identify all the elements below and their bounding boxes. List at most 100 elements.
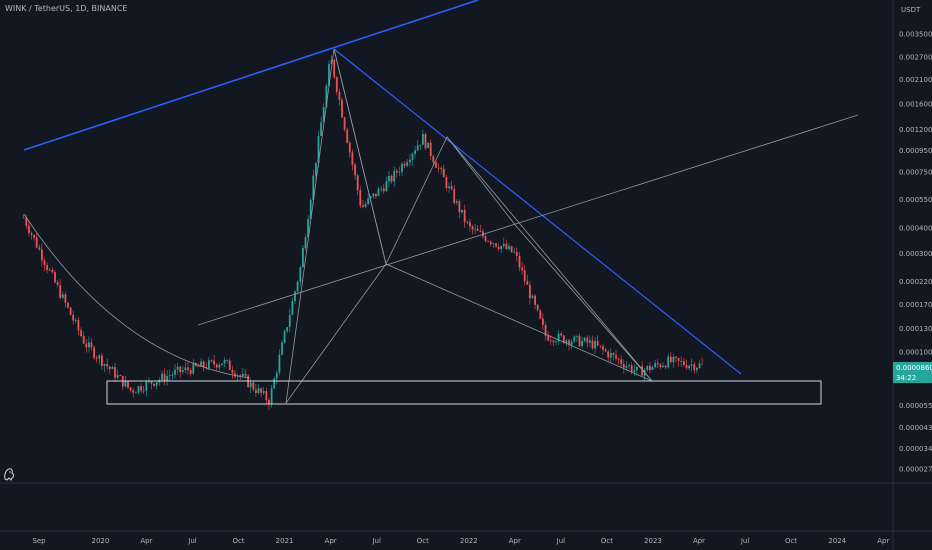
ascending-guide-line[interactable] [197,114,859,326]
curved-arc[interactable] [23,213,251,379]
candle-body [312,175,315,200]
pattern-leg-a[interactable] [333,48,387,265]
candle-body [617,358,620,360]
candle-body [549,340,552,342]
candle-body [641,366,643,376]
candle-body [492,243,495,245]
interval-label[interactable]: 1D [75,4,87,13]
symbol-header[interactable]: WINK / TetherUS, 1D, BINANCE [5,4,127,13]
candle-body [526,281,529,285]
candle-body [351,152,354,165]
candle-body [701,363,703,365]
candle-body [435,162,437,168]
last-price-value: 0.0000860 [896,364,932,372]
candle-body [208,360,210,369]
candle-body [377,188,380,197]
candle-body [127,381,129,388]
candle-body [513,251,516,253]
candle-body [547,336,550,341]
candle-body [529,284,531,299]
candle-body [429,142,432,157]
candle-body [338,92,341,100]
candle-body [93,347,95,358]
tradingview-logo-icon[interactable] [2,464,16,482]
candle-body [380,188,383,190]
candle-body [455,201,458,203]
candle-body [609,353,612,358]
time-tick-label: Oct [232,537,244,545]
candle-body [696,367,698,371]
pattern-leg-d[interactable] [446,136,653,382]
candle-body [346,129,349,143]
candle-body [51,270,54,273]
zigzag-pattern[interactable] [285,48,653,404]
candle-body [257,388,260,393]
candle-body [409,159,411,163]
candle-body [333,59,336,78]
drawings-layer[interactable] [23,0,859,405]
time-axis[interactable]: Sep 2020 Apr Jul Oct 2021 Apr Jul Oct 2022 Apr Jul O… [32,537,889,545]
candle-body [48,269,51,271]
candle-body [359,190,362,206]
candle-body [22,217,25,219]
candle-body [231,370,234,374]
candle-body [502,243,505,246]
candle-body [568,340,570,345]
candle-body [260,388,262,393]
symbol-name[interactable]: WINK / TetherUS [5,4,71,13]
candle-body [197,365,200,367]
candle-body [241,374,244,376]
candle-body [476,228,479,231]
candle-body [604,349,607,352]
upper-trendline[interactable] [23,0,479,151]
candle-body [322,107,325,123]
candle-body [536,304,539,311]
candle-body [234,373,236,377]
candle-body [41,249,43,261]
candle-body [442,168,445,178]
candle-body [698,363,701,368]
descending-trendline[interactable] [333,48,742,375]
candle-body [135,392,137,394]
candle-body [403,163,406,166]
candle-body [343,117,346,130]
last-price-tag: 0.0000860 34:22 [893,362,932,383]
candle-body [573,336,576,342]
bar-countdown: 34:22 [896,374,917,382]
candle-body [683,361,685,366]
candle-body [622,364,625,368]
candle-body [664,365,667,368]
pattern-leg-c[interactable] [385,263,653,382]
candle-body [90,342,93,348]
candle-body [364,204,367,207]
candle-body [223,360,226,364]
candle-body [427,142,429,149]
candle-body [414,150,416,154]
candle-body [98,355,101,359]
candle-body [521,267,523,271]
candle-body [317,136,320,163]
candle-body [448,186,450,188]
candle-body [419,144,422,146]
candle-body [129,387,132,391]
time-tick-label: Jul [187,537,197,545]
candle-body [576,335,578,337]
candle-body [192,363,195,374]
candle-body [578,335,581,346]
candle-body [111,367,114,369]
candle-body [693,364,696,371]
candle-body [659,364,662,367]
candle-body [630,365,633,372]
pattern-leg-b[interactable] [285,263,387,404]
candle-body [43,260,46,266]
support-zone-box[interactable] [106,380,822,405]
candle-body [469,222,471,227]
candle-body [495,243,497,247]
candle-body [615,354,617,359]
candle-body [114,367,116,378]
